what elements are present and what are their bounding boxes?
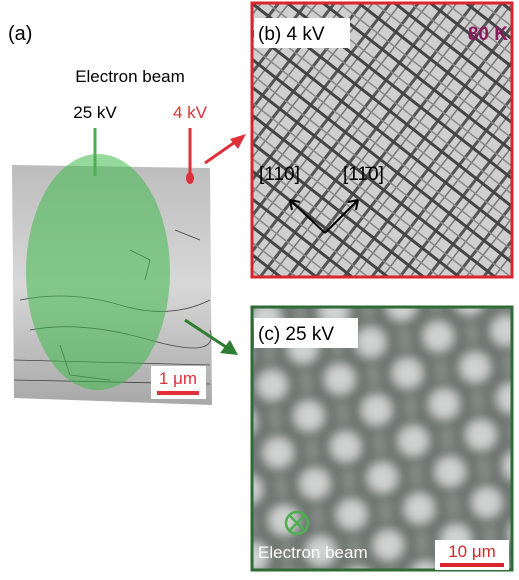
direction-label: [11̄0]: [343, 164, 384, 185]
arrow-head: [230, 134, 246, 149]
interaction-volume: [186, 172, 194, 184]
voltage-label: 4 kV: [173, 103, 208, 122]
scale-bar-label: 1 μm: [159, 369, 197, 388]
temperature-label: 80 K: [468, 24, 508, 45]
direction-label: [110]: [259, 164, 300, 185]
scale-bar-label: 10 μm: [448, 542, 496, 561]
arrow: [205, 140, 238, 163]
panel-label: (c) 25 kV: [258, 324, 334, 345]
interaction-volume: [26, 154, 170, 390]
beam-label: Electron beam: [75, 67, 185, 86]
arrow-head: [220, 340, 238, 355]
panel-label: (b) 4 kV: [258, 24, 325, 45]
voltage-label: 25 kV: [73, 103, 117, 122]
panel-label: (a): [8, 23, 32, 45]
beam-label: Electron beam: [258, 543, 368, 562]
figure: (a) Electron beam 25 kV 4 kV 1 μm (b) 4 …: [0, 0, 519, 575]
